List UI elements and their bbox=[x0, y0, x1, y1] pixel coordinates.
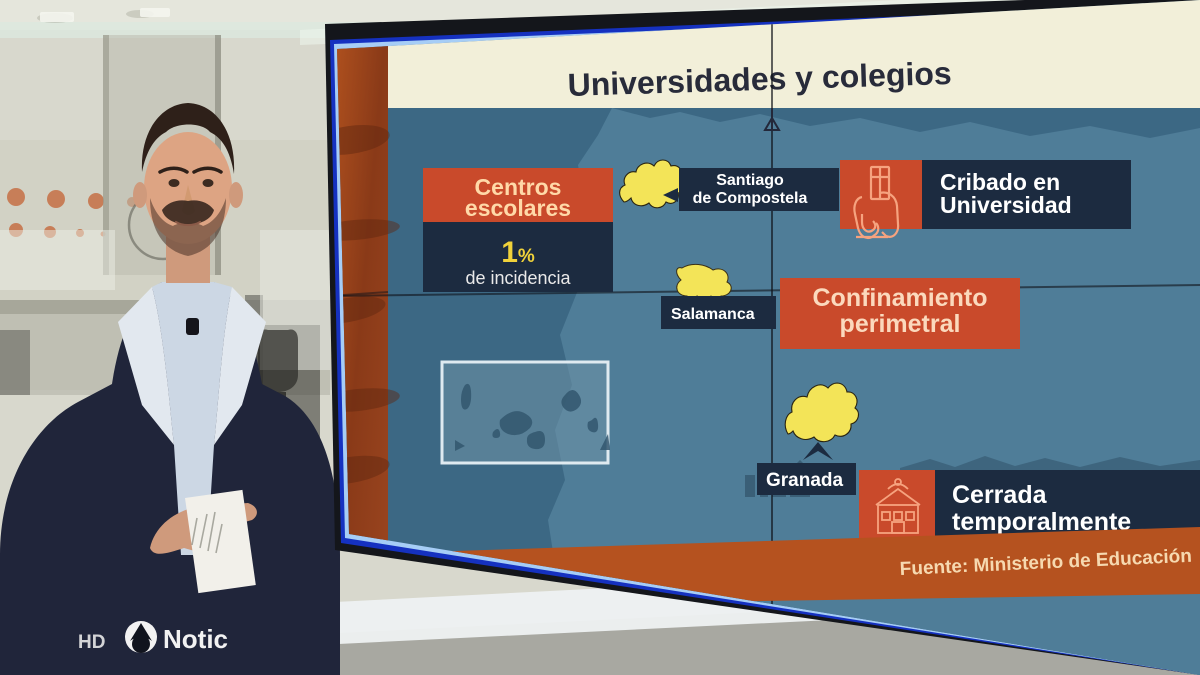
svg-text:HD: HD bbox=[78, 632, 105, 653]
svg-text:Notic: Notic bbox=[163, 624, 228, 654]
